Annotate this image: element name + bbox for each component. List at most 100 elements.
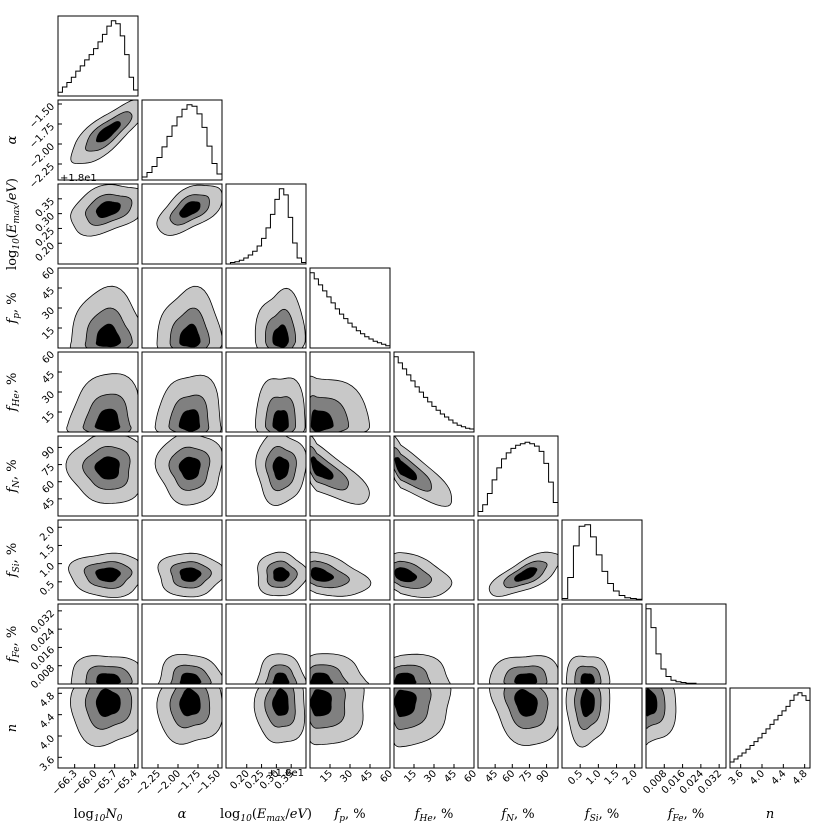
panel-frame xyxy=(225,351,307,433)
panel-frame xyxy=(141,267,223,349)
contour-panel xyxy=(57,519,139,601)
contour-inner xyxy=(514,673,538,684)
panel-frame xyxy=(225,687,307,769)
contour-inner xyxy=(179,688,201,717)
panel-frame xyxy=(57,519,139,601)
x-axis-label: fp​, % xyxy=(333,807,365,824)
y-tick-label: 45 xyxy=(40,285,57,302)
contour-panel xyxy=(225,435,307,517)
contour-inner xyxy=(95,201,121,218)
panel-frame xyxy=(393,603,475,685)
panel-frame xyxy=(141,351,223,433)
panel-frame xyxy=(393,519,475,601)
contour-inner xyxy=(310,567,335,582)
histogram-frame xyxy=(57,15,139,97)
y-tick-label: 90 xyxy=(40,445,57,462)
y-tick-label: 60 xyxy=(40,349,57,366)
contour-inner xyxy=(94,408,121,432)
contour-panel xyxy=(57,603,139,685)
panel-frame xyxy=(57,435,139,517)
contour-panel xyxy=(141,435,223,517)
contour-middle xyxy=(310,445,349,491)
histogram-panel xyxy=(729,687,811,769)
y-axis-label: log10​(Emax​/eV) xyxy=(5,178,22,270)
histogram-steps xyxy=(477,441,559,516)
panel-frame xyxy=(57,183,139,265)
panel-frame xyxy=(225,603,307,685)
x-axis-label: n xyxy=(766,807,774,822)
y-tick-label: 1.5 xyxy=(38,543,57,562)
contour-inner xyxy=(179,323,201,348)
contour-panel xyxy=(57,183,139,265)
contour-panel xyxy=(477,519,559,601)
y-tick-label: 30 xyxy=(40,305,57,322)
contour-panel xyxy=(57,351,139,433)
contour-panel xyxy=(141,519,223,601)
histogram-panel xyxy=(393,351,475,433)
panel-frame xyxy=(309,351,391,433)
contour-panel xyxy=(141,351,223,433)
panel-frame xyxy=(225,267,307,349)
contour-inner xyxy=(272,456,290,481)
contour-panel xyxy=(309,351,391,433)
panel-frame xyxy=(561,603,643,685)
x-tick-label: 1.0 xyxy=(584,768,603,787)
contour-panel xyxy=(141,687,223,769)
y-tick-label: 0.5 xyxy=(38,579,57,598)
contour-panel xyxy=(393,519,475,601)
x-tick-label: 0.5 xyxy=(566,768,585,787)
contour-panel xyxy=(561,687,643,769)
panel-frame xyxy=(477,603,559,685)
contour-inner xyxy=(394,567,418,583)
contour-inner xyxy=(394,457,417,481)
x-axis-label: log10​(Emax​/eV) xyxy=(220,807,312,824)
contour-inner xyxy=(580,688,595,718)
contour-middle xyxy=(394,447,432,492)
contour-inner xyxy=(96,121,121,143)
contour-panel xyxy=(477,687,559,769)
histogram-frame xyxy=(729,687,811,769)
contour-panel xyxy=(393,603,475,685)
contour-panel xyxy=(645,687,727,769)
x-axis-label: fFe​, % xyxy=(667,807,705,824)
x-tick-label: 1.5 xyxy=(603,768,622,787)
y-tick-label: 15 xyxy=(40,409,57,426)
contour-panel xyxy=(57,687,139,769)
contour-panel xyxy=(309,603,391,685)
contour-panel xyxy=(393,687,475,769)
panel-frame xyxy=(57,603,139,685)
contour-inner xyxy=(580,673,595,684)
y-axis-label: fN​, % xyxy=(5,459,22,493)
contour-panel xyxy=(225,687,307,769)
y-tick-label: 4.4 xyxy=(38,712,57,731)
y-tick-label: 4.0 xyxy=(38,733,57,752)
contour-panel xyxy=(309,435,391,517)
contour-panel xyxy=(141,267,223,349)
contour-inner xyxy=(273,567,290,582)
x-tick-label: 30 xyxy=(422,768,439,785)
contour-panel xyxy=(57,435,139,517)
x-tick-label: 15 xyxy=(402,768,419,785)
y-axis-label: fp​, % xyxy=(5,292,22,324)
contour-inner xyxy=(394,672,417,684)
panel-frame xyxy=(477,687,559,769)
contour-panel xyxy=(141,183,223,265)
y-axis-label: n xyxy=(5,724,20,732)
y-tick-label: 4.8 xyxy=(38,691,57,710)
contour-inner xyxy=(272,324,289,348)
x-tick-label: 60 xyxy=(378,768,395,785)
contour-inner xyxy=(310,456,334,480)
histogram-steps xyxy=(645,608,726,685)
histogram-panel xyxy=(645,603,727,685)
panel-frame xyxy=(141,603,223,685)
x-tick-label: 60 xyxy=(462,768,479,785)
contour-panel xyxy=(225,603,307,685)
x-tick-label: 30 xyxy=(338,768,355,785)
y-tick-label: 60 xyxy=(40,479,57,496)
y-tick-label: 15 xyxy=(40,325,57,342)
x-axis-label: log10​N0​ xyxy=(74,807,123,824)
contour-panel xyxy=(225,519,307,601)
contour-inner xyxy=(394,689,417,718)
contour-panel xyxy=(57,267,139,349)
panel-frame xyxy=(225,435,307,517)
